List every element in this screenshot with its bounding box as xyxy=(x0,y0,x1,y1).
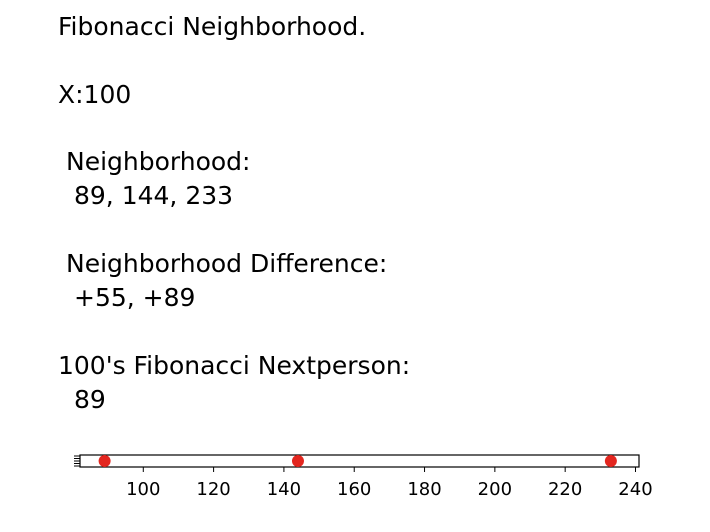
section-text: 89, 144, 233 xyxy=(74,181,234,210)
point xyxy=(98,455,111,467)
x-tick-label: 240 xyxy=(618,479,652,500)
x-tick-label: 220 xyxy=(548,479,582,500)
section-label: Neighborhood: xyxy=(66,147,251,176)
section-text: 89 xyxy=(74,385,106,414)
input-value: X:100 xyxy=(58,80,132,109)
title: Fibonacci Neighborhood. xyxy=(58,12,367,41)
x-tick-label: 200 xyxy=(478,479,512,500)
x-tick-label: 120 xyxy=(196,479,230,500)
x-tick-label: 160 xyxy=(337,479,371,500)
point xyxy=(291,455,304,467)
section-text: +55, +89 xyxy=(74,283,196,312)
x-tick-label: 100 xyxy=(126,479,160,500)
section-label: Neighborhood Difference: xyxy=(66,249,388,278)
x-tick-label: 140 xyxy=(267,479,301,500)
axes-frame xyxy=(79,454,640,468)
point xyxy=(604,455,617,467)
section-label: 100's Fibonacci Nextperson: xyxy=(58,351,411,380)
y-ticks xyxy=(74,455,80,467)
x-tick-label: 180 xyxy=(407,479,441,500)
